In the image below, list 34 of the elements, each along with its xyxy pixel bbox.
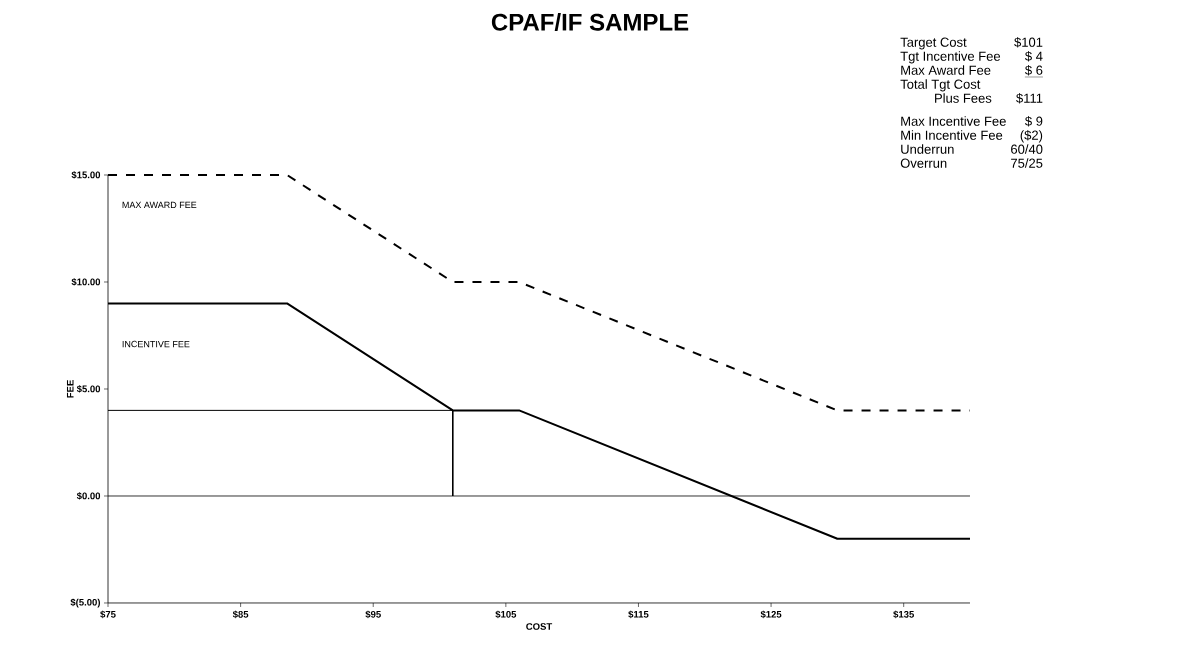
text: $ 9	[1025, 116, 1043, 127]
text: 75/25	[1011, 158, 1043, 168]
annotation: INCENTIVE FEE	[122, 340, 190, 348]
text: Min Incentive Fee	[901, 130, 1003, 140]
text: $ 6	[1025, 65, 1043, 76]
y-tick-label: $10.00	[71, 278, 101, 286]
text: $ 4	[1025, 51, 1043, 62]
x-tick-label: $75	[100, 610, 116, 619]
text: Tgt Incentive Fee	[900, 51, 1001, 64]
text: $111	[1016, 93, 1043, 104]
chart-title: CPAF/IF SAMPLE	[491, 13, 689, 31]
x-tick-label: $125	[760, 610, 782, 619]
y-tick-label: $5.00	[76, 385, 101, 393]
text: ($2)	[1020, 130, 1043, 143]
y-axis-title: FEE	[66, 380, 74, 398]
y-tick-label: $15.00	[71, 171, 101, 179]
y-tick-label: $(5.00)	[70, 598, 100, 608]
text: Total Tgt Cost	[900, 79, 981, 92]
x-tick-label: $135	[893, 610, 914, 619]
text: Overrun	[900, 158, 947, 168]
x-axis-title: COST	[526, 623, 553, 630]
text: Max Award Fee	[901, 65, 991, 75]
text: Max Incentive Fee	[901, 116, 1006, 126]
x-tick-label: $105	[495, 610, 517, 619]
x-tick-label: $85	[232, 610, 249, 619]
x-tick-label: $95	[365, 610, 381, 619]
annotation: MAX AWARD FEE	[122, 201, 197, 209]
text: Plus Fees	[935, 93, 992, 103]
text: 60/40	[1011, 144, 1043, 154]
text: $101	[1014, 37, 1043, 48]
text: Target Cost	[900, 37, 967, 50]
text: Underrun	[901, 144, 954, 154]
x-tick-label: $115	[628, 610, 649, 619]
y-tick-label: $0.00	[76, 492, 101, 500]
